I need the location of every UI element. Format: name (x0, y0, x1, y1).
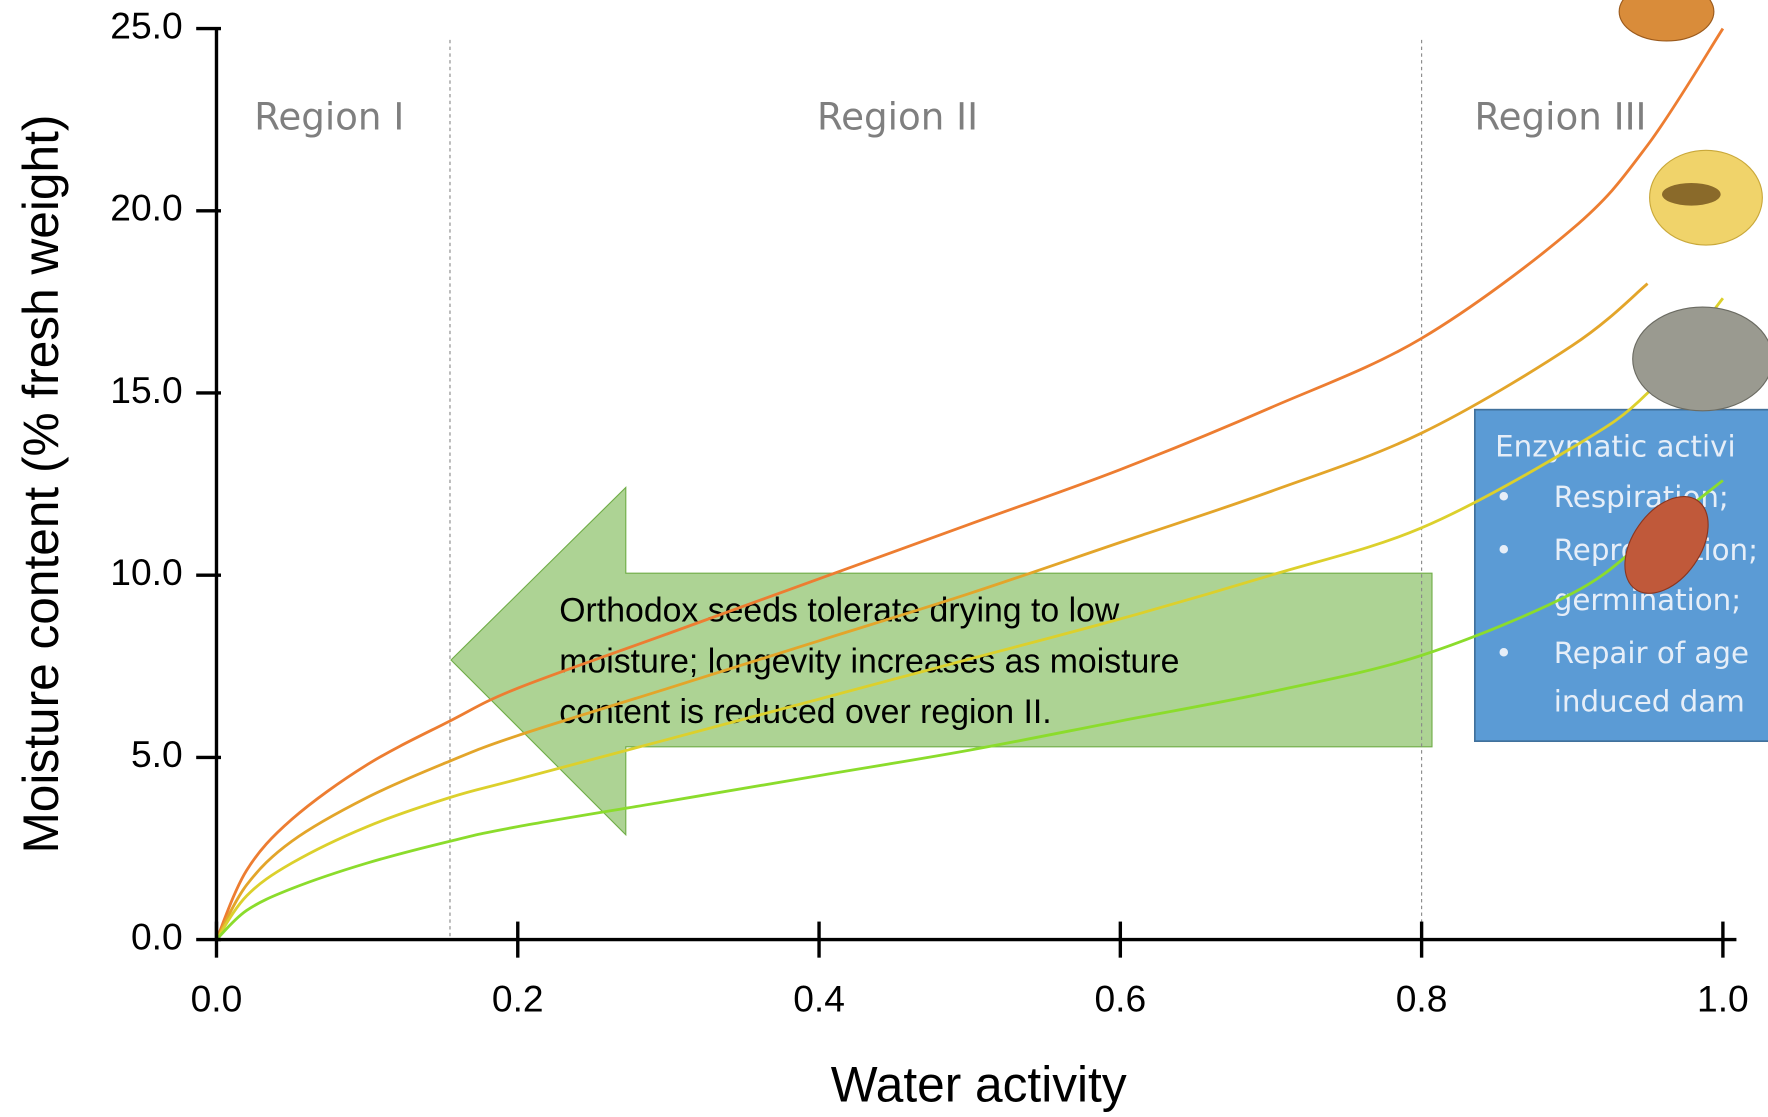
bullet: • (1495, 533, 1512, 567)
region-label: Region I (254, 94, 404, 138)
y-axis-label: Moisture content (% fresh weight) (13, 115, 69, 854)
info-box (1473, 408, 1768, 743)
seed-image (1632, 306, 1768, 412)
seed-image (1662, 183, 1721, 206)
curve (215, 479, 1724, 941)
curve (215, 282, 1649, 941)
arrow-note: Orthodox seeds tolerate drying to low (559, 592, 1120, 630)
arrow-note: content is reduced over region II. (559, 693, 1051, 731)
y-tick-label: 20.0 (110, 187, 182, 229)
box-item: Repair of age (1554, 636, 1749, 670)
arrow-note: moisture; longevity increases as moistur… (559, 642, 1179, 680)
x-tick-label: 0.8 (1396, 977, 1448, 1019)
box-title: Enzymatic activi (1495, 430, 1735, 464)
y-tick-label: 15.0 (110, 369, 182, 411)
bullet: • (1495, 636, 1512, 670)
seed-image (1618, 0, 1715, 42)
y-tick-label: 10.0 (110, 551, 182, 593)
box-item: induced dam (1554, 684, 1745, 718)
x-tick-label: 0.0 (191, 977, 243, 1019)
bullet: • (1495, 480, 1512, 514)
region-label: Region II (817, 94, 978, 138)
y-tick-label: 0.0 (131, 915, 183, 957)
seed-image (1624, 496, 1709, 594)
arrow (450, 486, 1433, 837)
x-tick-label: 0.4 (793, 977, 845, 1019)
x-axis-label: Water activity (831, 1057, 1127, 1113)
x-tick-label: 0.2 (492, 977, 544, 1019)
curve (215, 27, 1725, 941)
x-tick-label: 1.0 (1697, 977, 1749, 1019)
y-tick-label: 25.0 (110, 4, 182, 46)
region-label: Region III (1475, 94, 1647, 138)
curve (215, 297, 1725, 941)
x-tick-label: 0.6 (1094, 977, 1146, 1019)
y-tick-label: 5.0 (131, 733, 183, 775)
annotations (450, 408, 1768, 837)
